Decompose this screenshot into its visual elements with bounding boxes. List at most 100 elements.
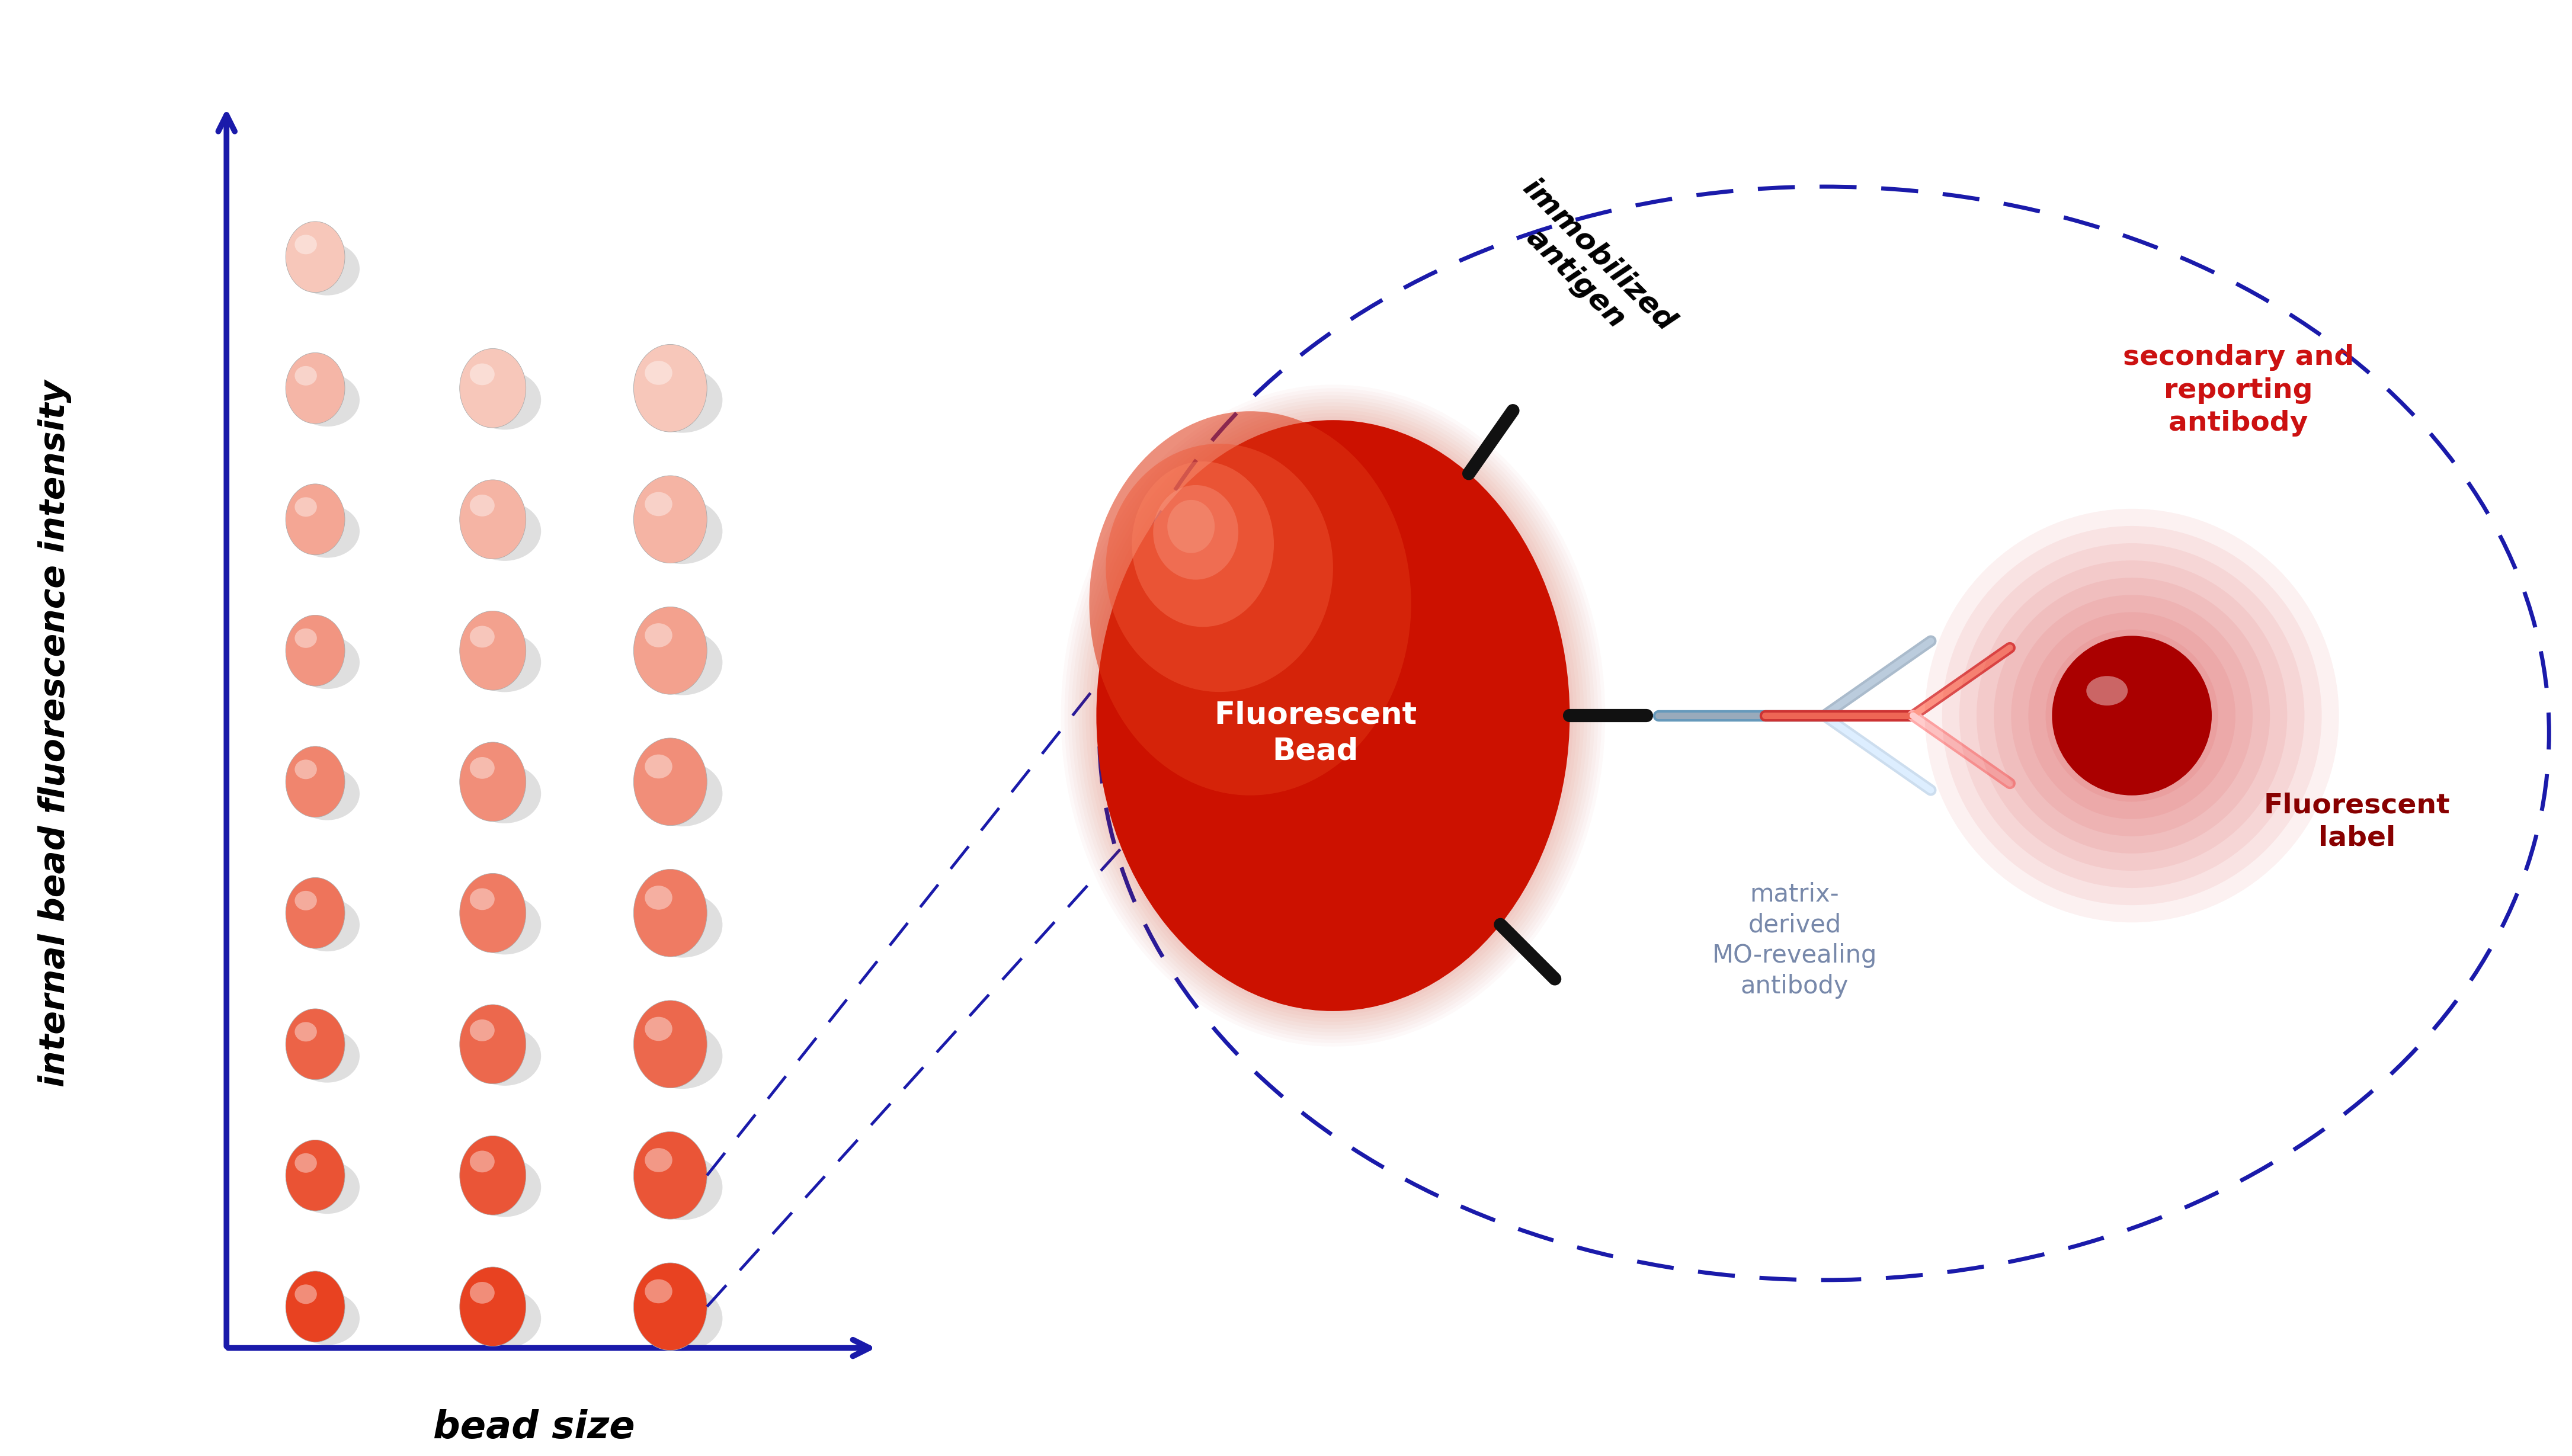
Ellipse shape	[296, 234, 316, 255]
Text: Fluorescent
label: Fluorescent label	[2263, 792, 2451, 852]
Ellipse shape	[296, 1153, 316, 1172]
Ellipse shape	[460, 743, 525, 821]
Ellipse shape	[468, 1026, 540, 1086]
Ellipse shape	[460, 1136, 525, 1214]
Ellipse shape	[296, 1029, 360, 1083]
Ellipse shape	[646, 623, 671, 648]
Ellipse shape	[1091, 411, 1412, 795]
Ellipse shape	[471, 364, 494, 386]
Ellipse shape	[468, 633, 540, 692]
Ellipse shape	[471, 1150, 494, 1172]
Circle shape	[2096, 681, 2166, 750]
Ellipse shape	[471, 495, 494, 517]
Circle shape	[2081, 664, 2184, 767]
Ellipse shape	[468, 1289, 540, 1348]
Ellipse shape	[468, 764, 540, 823]
Circle shape	[1960, 543, 2305, 888]
Ellipse shape	[643, 1286, 723, 1351]
Ellipse shape	[471, 1281, 494, 1303]
Ellipse shape	[646, 754, 671, 779]
Ellipse shape	[646, 1016, 671, 1041]
Ellipse shape	[1106, 444, 1332, 692]
Ellipse shape	[296, 242, 360, 296]
Text: secondary and
reporting
antibody: secondary and reporting antibody	[2122, 344, 2353, 437]
Ellipse shape	[646, 492, 671, 515]
Ellipse shape	[633, 476, 707, 563]
Circle shape	[2029, 612, 2235, 820]
Ellipse shape	[460, 1005, 525, 1083]
Ellipse shape	[633, 345, 707, 432]
Ellipse shape	[296, 373, 360, 427]
Circle shape	[2011, 596, 2253, 836]
Circle shape	[1942, 526, 2323, 906]
Circle shape	[1993, 578, 2271, 853]
Circle shape	[1975, 561, 2287, 871]
Circle shape	[1924, 508, 2338, 923]
Ellipse shape	[643, 893, 723, 958]
Ellipse shape	[2086, 676, 2127, 706]
Ellipse shape	[460, 480, 525, 559]
Circle shape	[2052, 636, 2212, 795]
Ellipse shape	[643, 498, 723, 563]
Ellipse shape	[460, 1267, 525, 1347]
Ellipse shape	[296, 1160, 360, 1214]
Ellipse shape	[285, 1271, 345, 1342]
Ellipse shape	[1132, 462, 1273, 628]
Ellipse shape	[468, 1158, 540, 1217]
Ellipse shape	[646, 361, 671, 384]
Text: Fluorescent
Bead: Fluorescent Bead	[1214, 700, 1417, 766]
Ellipse shape	[285, 614, 345, 686]
Ellipse shape	[460, 612, 525, 690]
Ellipse shape	[296, 496, 316, 517]
Ellipse shape	[296, 1291, 360, 1345]
Text: matrix-
derived
MO-revealing
antibody: matrix- derived MO-revealing antibody	[1713, 882, 1878, 999]
Ellipse shape	[633, 1000, 707, 1088]
Ellipse shape	[460, 348, 525, 428]
Ellipse shape	[285, 878, 345, 948]
Ellipse shape	[296, 767, 360, 820]
Ellipse shape	[285, 1009, 345, 1080]
Ellipse shape	[296, 891, 316, 910]
Ellipse shape	[285, 1140, 345, 1211]
Ellipse shape	[643, 367, 723, 432]
Circle shape	[2063, 646, 2202, 785]
Ellipse shape	[633, 738, 707, 826]
Ellipse shape	[643, 1024, 723, 1089]
Ellipse shape	[646, 1280, 671, 1303]
Ellipse shape	[296, 505, 360, 558]
Ellipse shape	[633, 1262, 707, 1350]
Ellipse shape	[633, 1131, 707, 1219]
Ellipse shape	[471, 888, 494, 910]
Ellipse shape	[468, 895, 540, 955]
Ellipse shape	[646, 1149, 671, 1172]
Ellipse shape	[296, 365, 316, 386]
Ellipse shape	[471, 1019, 494, 1041]
Ellipse shape	[471, 626, 494, 648]
Text: bead size: bead size	[432, 1409, 635, 1446]
Ellipse shape	[296, 1284, 316, 1305]
Text: immobilized
antigen: immobilized antigen	[1494, 173, 1680, 360]
Ellipse shape	[471, 757, 494, 779]
Ellipse shape	[460, 874, 525, 952]
Ellipse shape	[285, 352, 345, 424]
Ellipse shape	[468, 370, 540, 430]
Ellipse shape	[1152, 485, 1237, 579]
Ellipse shape	[643, 761, 723, 827]
Ellipse shape	[646, 885, 671, 910]
Ellipse shape	[285, 483, 345, 555]
Text: internal bead fluorescence intensity: internal bead fluorescence intensity	[39, 380, 72, 1086]
Ellipse shape	[468, 501, 540, 561]
Ellipse shape	[643, 629, 723, 695]
Ellipse shape	[285, 221, 345, 293]
Ellipse shape	[1096, 421, 1569, 1010]
Ellipse shape	[285, 747, 345, 817]
Circle shape	[2114, 699, 2150, 732]
Ellipse shape	[633, 607, 707, 695]
Ellipse shape	[296, 760, 316, 779]
Ellipse shape	[296, 636, 360, 689]
Ellipse shape	[633, 869, 707, 957]
Ellipse shape	[296, 1022, 316, 1041]
Circle shape	[2045, 629, 2217, 802]
Ellipse shape	[296, 898, 360, 951]
Ellipse shape	[296, 629, 316, 648]
